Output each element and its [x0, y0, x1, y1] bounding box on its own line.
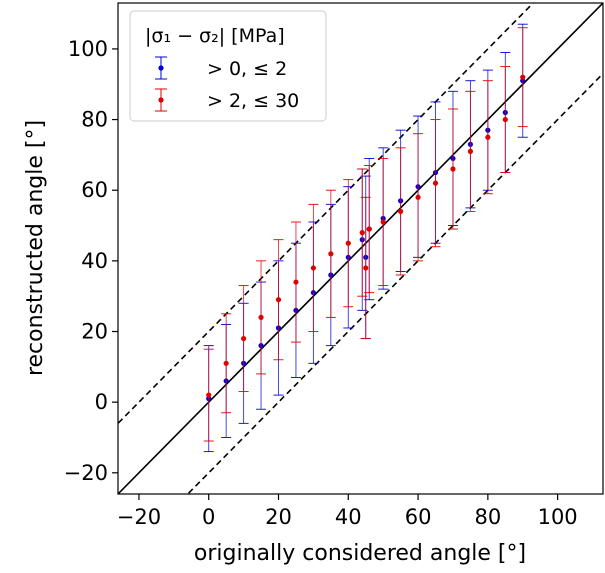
data-point [485, 134, 491, 140]
reference-lines [118, 3, 603, 494]
y-tick-label: 60 [81, 178, 108, 202]
data-point [398, 208, 404, 215]
data-point [223, 360, 229, 366]
x-axis-label: originally considered angle [°] [194, 541, 526, 566]
data-point [241, 335, 247, 342]
data-point [502, 116, 508, 123]
data-point [366, 226, 372, 232]
legend-marker-1 [155, 56, 167, 80]
x-tick-label: 100 [538, 505, 578, 529]
data-point [359, 230, 365, 236]
data-point [345, 240, 351, 246]
data-series [203, 23, 528, 453]
y-tick-label: −20 [64, 461, 108, 485]
legend-box [129, 10, 327, 122]
data-point [415, 194, 421, 200]
legend: |σ₁ − σ₂| [MPa] > 0, ≤ 2 > 2, ≤ 30 [129, 10, 327, 122]
data-point [380, 219, 386, 225]
x-tick-label: 20 [265, 505, 292, 529]
x-tick-label: 60 [405, 505, 432, 529]
data-point [520, 74, 526, 80]
data-point [293, 279, 299, 285]
x-tick-label: 0 [202, 505, 215, 529]
x-tick-label: 40 [335, 505, 362, 529]
x-tick-label: −20 [117, 505, 161, 529]
y-tick-label: 40 [81, 249, 108, 273]
y-tick-label: 100 [68, 37, 108, 61]
y-tick-label: 80 [81, 108, 108, 132]
legend-marker-point [158, 65, 164, 71]
axis-ticks: −20 0 20 40 60 80 100 −20 0 20 40 60 80 100 [64, 37, 578, 529]
data-point [450, 166, 456, 172]
data-point [310, 265, 316, 271]
x-tick-label: 80 [474, 505, 501, 529]
data-point [363, 265, 369, 271]
legend-entry-1: > 0, ≤ 2 [207, 58, 287, 80]
plot-frame [117, 2, 604, 495]
legend-marker-point [158, 97, 164, 103]
y-tick-label: 0 [95, 390, 108, 414]
data-point [275, 297, 282, 303]
data-point [467, 148, 474, 154]
data-point [258, 314, 264, 320]
legend-entry-2: > 2, ≤ 30 [207, 90, 299, 112]
y-axis-label: reconstructed angle [°] [23, 120, 48, 376]
legend-marker-2 [155, 88, 167, 112]
y-tick-label: 20 [81, 320, 108, 344]
dashed-reference-line-1 [118, 3, 535, 425]
data-point [432, 180, 439, 186]
legend-title: |σ₁ − σ₂| [MPa] [145, 25, 285, 47]
series-2 [203, 27, 528, 442]
identity-line [118, 3, 603, 494]
dashed-reference-line-2 [186, 72, 603, 494]
data-point [206, 392, 212, 398]
data-point [328, 251, 334, 257]
